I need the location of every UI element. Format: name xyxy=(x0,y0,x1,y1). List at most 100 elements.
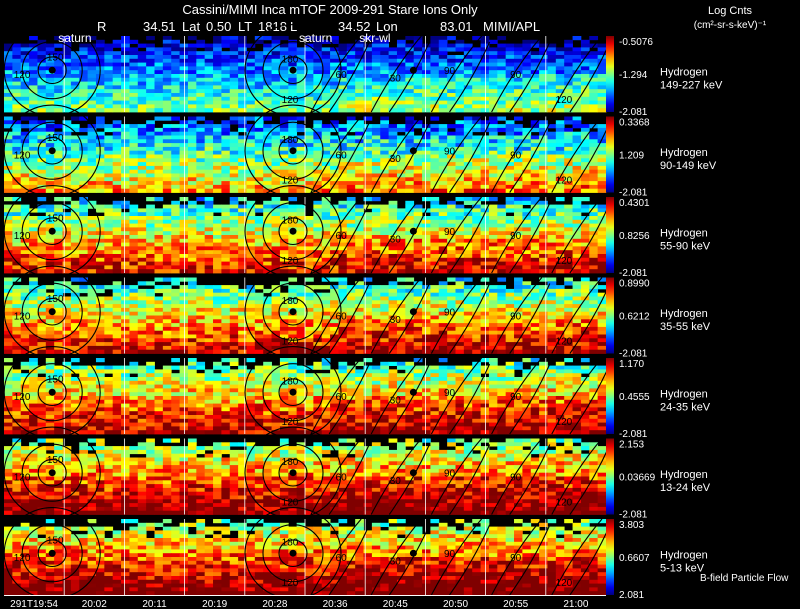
heatmap-cell xyxy=(455,285,465,290)
heatmap-cell xyxy=(564,223,573,228)
heatmap-cell xyxy=(271,108,281,113)
heatmap-cell xyxy=(45,223,55,228)
heatmap-cell xyxy=(580,39,590,44)
heatmap-cell xyxy=(321,254,331,259)
heatmap-cell xyxy=(405,307,415,313)
heatmap-cell xyxy=(455,55,465,60)
heatmap-cell xyxy=(87,150,97,155)
heatmap-cell xyxy=(313,66,323,71)
heatmap-cell xyxy=(112,127,122,133)
contour-line xyxy=(328,122,370,193)
heatmap-cell xyxy=(246,143,256,148)
heatmap-cell xyxy=(179,197,189,202)
heatmap-cell xyxy=(62,323,72,328)
heatmap-cell xyxy=(196,323,206,328)
heatmap-cell xyxy=(196,62,206,67)
heatmap-cell xyxy=(380,89,390,94)
heatmap-cell xyxy=(70,300,80,305)
heatmap-cell xyxy=(514,204,523,209)
heatmap-cell xyxy=(589,104,599,109)
heatmap-cell xyxy=(380,319,390,324)
heatmap-cell xyxy=(321,285,331,290)
heatmap-cell xyxy=(29,223,38,228)
heatmap-cell xyxy=(371,197,381,202)
heatmap-cell xyxy=(112,257,122,262)
heatmap-cell xyxy=(597,181,607,186)
heatmap-cell xyxy=(229,238,239,243)
heatmap-cell xyxy=(597,58,607,63)
heatmap-cell xyxy=(363,250,373,255)
heatmap-cell xyxy=(171,311,180,316)
heatmap-cell xyxy=(4,85,13,90)
heatmap-cell xyxy=(12,254,22,259)
heatmap-cell xyxy=(488,219,498,224)
heatmap-cell xyxy=(4,165,13,171)
heatmap-cell xyxy=(522,315,532,320)
heatmap-cell xyxy=(4,135,13,140)
heatmap-cell xyxy=(238,188,247,193)
heatmap-cell xyxy=(62,216,72,221)
heatmap-cell xyxy=(539,231,548,236)
heatmap-cell xyxy=(129,250,139,255)
heatmap-cell xyxy=(20,66,30,71)
heatmap-cell xyxy=(12,135,22,140)
heatmap-cell xyxy=(447,254,456,259)
heatmap-cell xyxy=(455,277,465,282)
heatmap-cell xyxy=(154,216,164,221)
heatmap-cell xyxy=(530,212,540,217)
heatmap-cell xyxy=(213,288,222,294)
heatmap-cell xyxy=(112,104,122,109)
heatmap-cell xyxy=(313,246,323,251)
heatmap-cell xyxy=(422,55,431,60)
heatmap-cell xyxy=(505,93,515,98)
heatmap-cell xyxy=(196,104,206,109)
heatmap-cell xyxy=(187,208,197,213)
heatmap-cell xyxy=(62,261,72,266)
heatmap-cell xyxy=(12,216,22,221)
contour-label: 30 xyxy=(390,235,402,246)
heatmap-cell xyxy=(472,169,481,174)
heatmap-cell xyxy=(497,139,507,144)
heatmap-cell xyxy=(104,96,114,101)
heatmap-cell xyxy=(179,288,189,294)
heatmap-cell xyxy=(472,124,481,129)
heatmap-cell xyxy=(346,143,356,148)
heatmap-cell xyxy=(162,304,172,309)
heatmap-cell xyxy=(422,58,431,63)
heatmap-cell xyxy=(79,150,89,155)
heatmap-cell xyxy=(564,74,573,79)
heatmap-cell xyxy=(279,188,289,193)
heatmap-cell xyxy=(4,311,13,316)
heatmap-cell xyxy=(572,197,582,202)
heatmap-cell xyxy=(355,135,364,140)
heatmap-cell xyxy=(204,188,214,193)
heatmap-cell xyxy=(589,212,599,217)
heatmap-cell xyxy=(580,242,590,247)
heatmap-cell xyxy=(447,200,456,205)
heatmap-cell xyxy=(488,169,498,174)
heatmap-cell xyxy=(597,216,607,221)
heatmap-cell xyxy=(229,296,239,301)
heatmap-cell xyxy=(338,100,348,105)
heatmap-cell xyxy=(62,158,72,163)
heatmap-cell xyxy=(254,231,264,236)
heatmap-cell xyxy=(263,93,272,98)
heatmap-cell xyxy=(29,108,38,113)
heatmap-cell xyxy=(70,173,80,178)
heatmap-cell xyxy=(321,197,331,202)
heatmap-cell xyxy=(70,223,80,228)
heatmap-cell xyxy=(179,212,189,217)
heatmap-cell xyxy=(229,269,239,274)
heatmap-cell xyxy=(37,323,47,328)
heatmap-cell xyxy=(79,254,89,259)
heatmap-cell xyxy=(530,285,540,290)
heatmap-cell xyxy=(547,223,557,228)
heatmap-cell xyxy=(45,261,55,266)
heatmap-cell xyxy=(547,100,557,105)
heatmap-cell xyxy=(154,169,164,174)
heatmap-cell xyxy=(62,304,72,309)
heatmap-cell xyxy=(488,216,498,221)
heatmap-cell xyxy=(597,296,607,301)
heatmap-cell xyxy=(396,70,406,75)
heatmap-cell xyxy=(514,143,523,148)
